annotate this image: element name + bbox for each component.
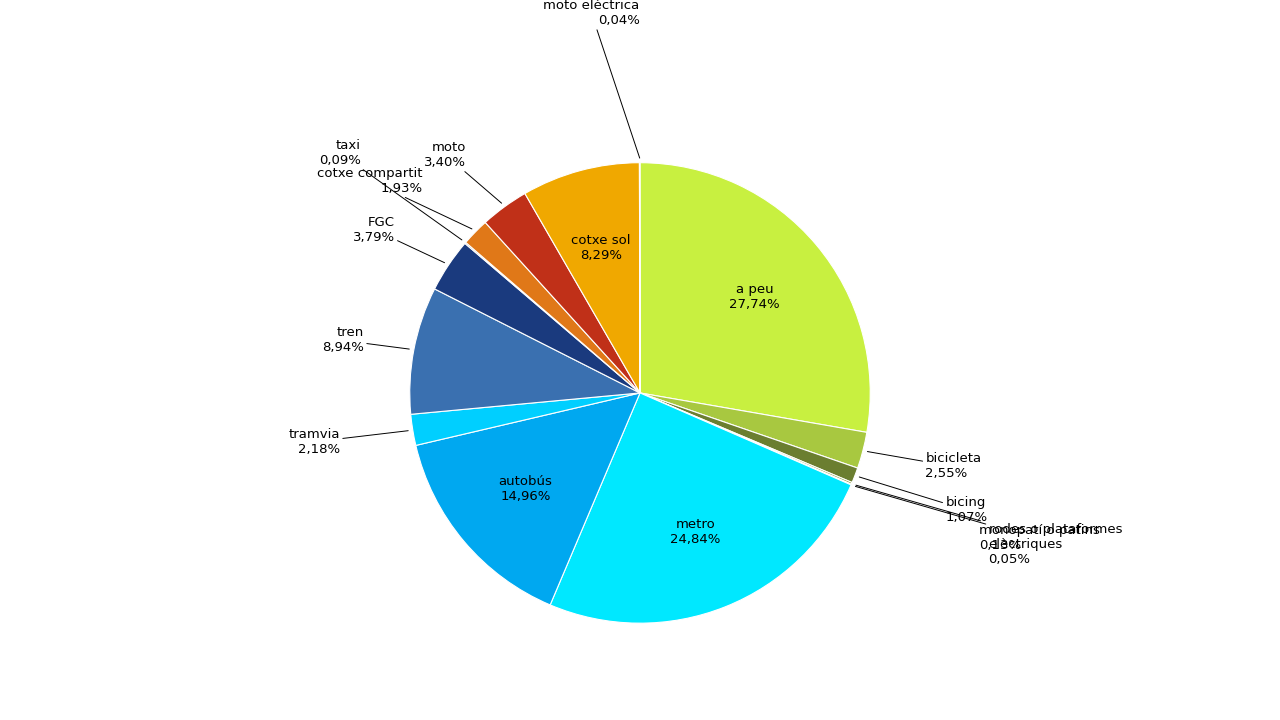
- Wedge shape: [640, 393, 852, 485]
- Wedge shape: [411, 393, 640, 446]
- Text: metro
24,84%: metro 24,84%: [671, 518, 721, 546]
- Wedge shape: [640, 393, 851, 485]
- Wedge shape: [485, 194, 640, 393]
- Text: autobús
14,96%: autobús 14,96%: [499, 475, 553, 503]
- Wedge shape: [416, 393, 640, 605]
- Wedge shape: [640, 163, 870, 433]
- Text: bicing
1,07%: bicing 1,07%: [859, 477, 987, 524]
- Text: moto elèctrica
0,04%: moto elèctrica 0,04%: [543, 0, 640, 158]
- Wedge shape: [640, 393, 858, 482]
- Text: tren
8,94%: tren 8,94%: [323, 326, 410, 354]
- Text: cotxe sol
8,29%: cotxe sol 8,29%: [571, 235, 631, 262]
- Wedge shape: [550, 393, 851, 624]
- Text: monopatí o patins
0,13%: monopatí o patins 0,13%: [856, 485, 1100, 552]
- Text: bicicleta
2,55%: bicicleta 2,55%: [868, 451, 982, 480]
- Text: taxi
0,09%: taxi 0,09%: [319, 139, 462, 240]
- Wedge shape: [465, 243, 640, 393]
- Wedge shape: [525, 163, 640, 393]
- Wedge shape: [410, 289, 640, 414]
- Wedge shape: [466, 222, 640, 393]
- Text: cotxe compartit
1,93%: cotxe compartit 1,93%: [317, 167, 472, 229]
- Text: a peu
27,74%: a peu 27,74%: [730, 283, 780, 310]
- Text: FGC
3,79%: FGC 3,79%: [352, 215, 444, 263]
- Wedge shape: [435, 243, 640, 393]
- Wedge shape: [640, 393, 867, 468]
- Text: tramvia
2,18%: tramvia 2,18%: [288, 428, 408, 456]
- Text: moto
3,40%: moto 3,40%: [425, 141, 502, 203]
- Text: rodes o plataformes
elèctriques
0,05%: rodes o plataformes elèctriques 0,05%: [855, 487, 1123, 566]
